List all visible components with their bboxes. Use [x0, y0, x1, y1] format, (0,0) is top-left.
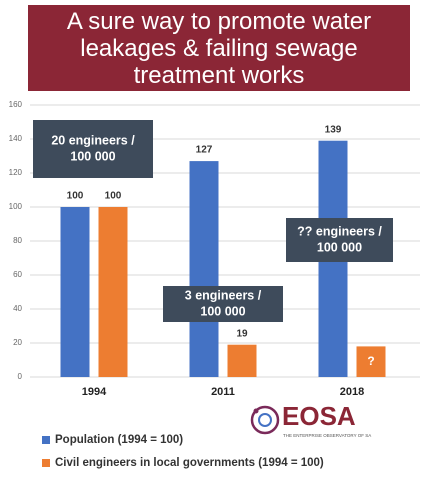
- annotation-text: ?? engineers /: [297, 224, 382, 238]
- annotation-box: [163, 286, 283, 322]
- legend-swatch: [42, 436, 50, 444]
- annotation-box: [286, 218, 393, 262]
- annotation-text: 20 engineers /: [51, 133, 135, 147]
- legend-label: Population (1994 = 100): [55, 434, 183, 446]
- logo-dot: [253, 408, 259, 414]
- y-tick-label: 140: [9, 134, 23, 143]
- legend-swatch: [42, 459, 50, 467]
- bar: [227, 344, 257, 377]
- bar: [356, 346, 386, 377]
- bar: [60, 207, 90, 377]
- logo: EOSA THE ENTERPRISE OBSERVATORY OF SA: [250, 401, 371, 438]
- bar: [98, 207, 128, 377]
- annotation-text: 3 engineers /: [185, 288, 262, 302]
- logo-ring: [258, 413, 272, 427]
- x-tick-label: 2018: [340, 386, 364, 398]
- value-label: 139: [325, 124, 342, 135]
- x-tick-label: 1994: [82, 386, 107, 398]
- value-label: 19: [236, 328, 248, 339]
- value-label: 127: [196, 145, 213, 156]
- y-tick-label: 60: [13, 270, 22, 279]
- annotation-text: 100 000: [200, 304, 245, 318]
- legend-label: Civil engineers in local governments (19…: [55, 457, 324, 469]
- logo-text: EOSA: [282, 401, 356, 431]
- y-tick-label: 120: [9, 168, 23, 177]
- y-tick-label: 40: [13, 304, 22, 313]
- annotation-text: 100 000: [317, 240, 362, 254]
- value-label: 100: [105, 191, 122, 202]
- chart-title: A sure way to promote water leakages & f…: [28, 5, 410, 91]
- y-tick-label: 160: [9, 100, 23, 109]
- logo-ring: [250, 405, 280, 435]
- y-tick-label: 100: [9, 202, 23, 211]
- value-label: 100: [67, 191, 84, 202]
- value-label: ?: [367, 354, 374, 368]
- x-tick-label: 2011: [211, 386, 235, 398]
- bar: [189, 161, 219, 377]
- logo-tagline: THE ENTERPRISE OBSERVATORY OF SA: [283, 433, 371, 438]
- y-tick-label: 0: [18, 372, 23, 381]
- annotation-box: [33, 120, 153, 178]
- y-tick-label: 80: [13, 236, 22, 245]
- y-tick-label: 20: [13, 338, 22, 347]
- annotation-text: 100 000: [70, 149, 115, 163]
